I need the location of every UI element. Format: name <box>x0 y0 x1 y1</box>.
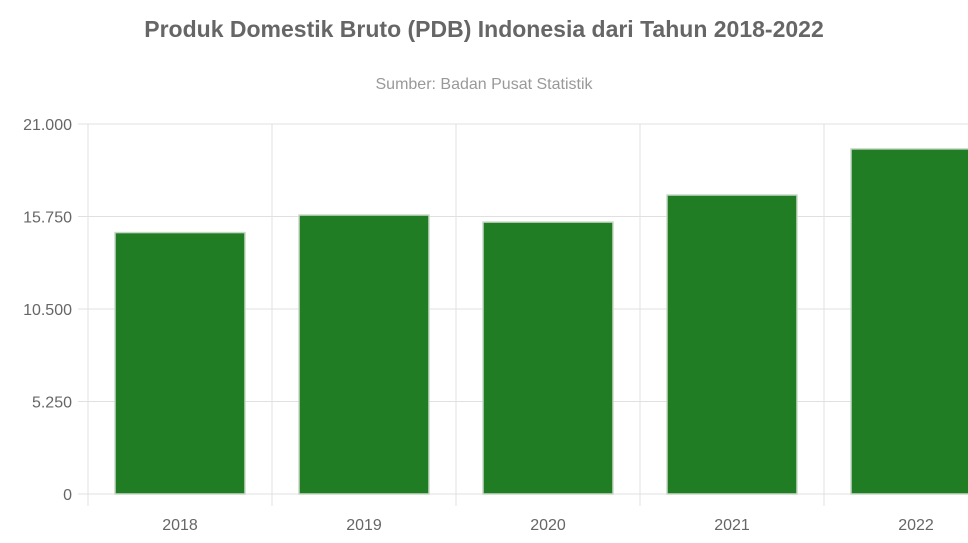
y-tick-label: 10.500 <box>23 302 72 319</box>
bar-2020 <box>482 221 614 495</box>
bar-2021 <box>666 194 798 495</box>
x-tick-label: 2019 <box>346 517 382 534</box>
bar-2018 <box>114 231 246 495</box>
y-tick-label: 0 <box>63 487 72 504</box>
x-tick-label: 2021 <box>714 517 750 534</box>
bar-2022 <box>850 148 968 495</box>
y-tick-label: 5.250 <box>32 395 72 412</box>
y-tick-label: 21.000 <box>23 117 72 134</box>
y-tick-label: 15.750 <box>23 210 72 227</box>
x-tick-label: 2018 <box>162 517 198 534</box>
x-tick-label: 2022 <box>898 517 934 534</box>
chart-title: Produk Domestik Bruto (PDB) Indonesia da… <box>144 16 824 42</box>
x-tick-label: 2020 <box>530 517 566 534</box>
bar-2019 <box>298 214 430 495</box>
chart-subtitle: Sumber: Badan Pusat Statistik <box>375 76 593 93</box>
